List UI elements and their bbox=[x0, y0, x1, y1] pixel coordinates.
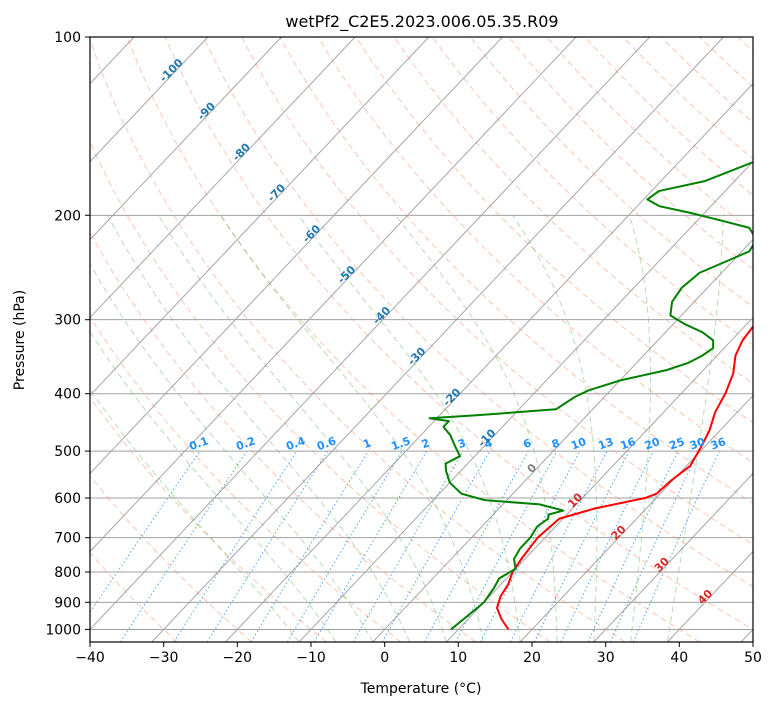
x-tick-label: −20 bbox=[223, 650, 253, 666]
moist-adiabat-line bbox=[628, 215, 652, 642]
dry-adiabat-line bbox=[90, 231, 477, 642]
temperature-line bbox=[496, 325, 753, 631]
y-tick-label: 900 bbox=[54, 595, 81, 611]
mixing-ratio-label: 3 bbox=[456, 436, 468, 451]
dry-adiabat-line bbox=[90, 475, 252, 642]
dewpoint-line bbox=[428, 161, 753, 631]
plot-frame bbox=[89, 36, 754, 643]
x-tick-label: −10 bbox=[296, 650, 326, 666]
mixing-ratio-line bbox=[250, 450, 369, 642]
isotherm-line bbox=[519, 394, 753, 642]
background-lines bbox=[90, 37, 753, 642]
mixing-ratio-label: 2 bbox=[420, 436, 432, 451]
moist-adiabat-line bbox=[90, 330, 337, 642]
x-axis-title: Temperature (°C) bbox=[360, 681, 482, 697]
isotherm-line bbox=[90, 37, 282, 241]
mixing-ratio-label: 8 bbox=[550, 436, 562, 451]
mixing-ratio-label: 1 bbox=[361, 436, 373, 451]
dry-adiabat-line bbox=[164, 37, 753, 631]
x-tick-label: −40 bbox=[75, 650, 105, 666]
mixing-ratio-label: 16 bbox=[619, 435, 638, 453]
mixing-ratio-label: 0.4 bbox=[284, 434, 307, 453]
x-tick-label: −30 bbox=[149, 650, 179, 666]
dry-adiabat-line bbox=[279, 37, 753, 504]
mixing-ratio-label: 0.1 bbox=[187, 434, 210, 453]
isotherm-line bbox=[593, 472, 753, 642]
mixing-ratio-line bbox=[206, 450, 329, 642]
mixing-ratio-label: 36 bbox=[709, 435, 728, 453]
moist-adiabat-line bbox=[90, 262, 374, 642]
mixing-ratio-label: 0.2 bbox=[234, 434, 257, 453]
y-axis-title: Pressure (hPa) bbox=[12, 290, 28, 390]
y-tick-label: 1000 bbox=[45, 622, 81, 638]
x-tick-label: 50 bbox=[744, 650, 762, 666]
y-tick-label: 400 bbox=[54, 387, 81, 403]
dry-adiabat-line bbox=[202, 37, 753, 588]
isotherm-line bbox=[90, 37, 503, 475]
mixing-ratio-label: 10 bbox=[569, 435, 588, 453]
y-tick-label: 200 bbox=[54, 208, 81, 224]
mixing-ratio-label: 6 bbox=[521, 436, 533, 451]
isotherm-line bbox=[151, 37, 724, 642]
isotherm-line bbox=[225, 82, 753, 642]
mixing-ratio-label: 20 bbox=[643, 435, 662, 453]
isotherm-line bbox=[446, 316, 753, 642]
y-tick-label: 500 bbox=[54, 444, 81, 460]
mixing-ratio-line bbox=[533, 450, 630, 642]
mixing-ratio-label: 1.5 bbox=[390, 434, 413, 453]
moist-adiabat-line bbox=[220, 215, 484, 642]
mixing-ratio-label: 13 bbox=[596, 435, 615, 452]
dry-adiabat-line bbox=[126, 37, 701, 642]
y-tick-label: 100 bbox=[54, 30, 81, 46]
isotherm-line bbox=[90, 37, 651, 631]
y-axis: 100 200 300 400 500 600 700 800 900 1000 bbox=[45, 30, 90, 638]
isotherm-line bbox=[90, 37, 356, 319]
x-tick-label: 30 bbox=[597, 650, 615, 666]
x-axis: −40 −30 −20 −10 0 10 20 30 40 50 bbox=[75, 642, 762, 666]
mixing-ratio-line bbox=[509, 450, 608, 642]
moist-adiabat-line bbox=[90, 388, 300, 642]
x-tick-label: 40 bbox=[670, 650, 688, 666]
dry-adiabat-line bbox=[90, 140, 551, 642]
mixing-ratio-label: 4 bbox=[483, 436, 495, 451]
mixing-ratio-label: 25 bbox=[667, 435, 686, 452]
dry-adiabat-line bbox=[90, 552, 178, 642]
isotherm-line bbox=[372, 238, 753, 642]
x-tick-label: 20 bbox=[523, 650, 541, 666]
x-tick-label: 0 bbox=[380, 650, 389, 666]
mixing-ratio-label: 30 bbox=[688, 435, 707, 453]
moist-adiabat-line bbox=[395, 215, 558, 642]
dry-adiabat-line bbox=[393, 37, 753, 385]
mixing-ratio-label: 0.6 bbox=[315, 434, 338, 453]
x-tick-label: 10 bbox=[449, 650, 467, 666]
y-tick-label: 600 bbox=[54, 491, 81, 507]
mixing-ratio-line bbox=[424, 450, 529, 642]
mixing-ratio-line bbox=[173, 450, 298, 642]
moist-adiabat-line bbox=[107, 215, 411, 642]
isotherm-line bbox=[90, 37, 430, 397]
moist-adiabat-line bbox=[666, 215, 724, 642]
isotherm-line bbox=[90, 37, 577, 553]
chart-title: wetPf2_C2E5.2023.006.05.35.R09 bbox=[285, 12, 558, 32]
y-tick-label: 800 bbox=[54, 565, 81, 581]
isotherm-line bbox=[90, 37, 209, 163]
dry-adiabat-line bbox=[355, 37, 753, 424]
mixing-ratio-line bbox=[455, 450, 558, 642]
dry-adiabat-line bbox=[90, 38, 626, 642]
series-lines bbox=[428, 161, 753, 631]
dry-adiabat-line bbox=[317, 37, 753, 464]
y-tick-label: 300 bbox=[54, 313, 81, 329]
moist-adiabat-line bbox=[297, 215, 521, 642]
isotherm-line bbox=[298, 160, 753, 642]
y-tick-label: 700 bbox=[54, 531, 81, 547]
